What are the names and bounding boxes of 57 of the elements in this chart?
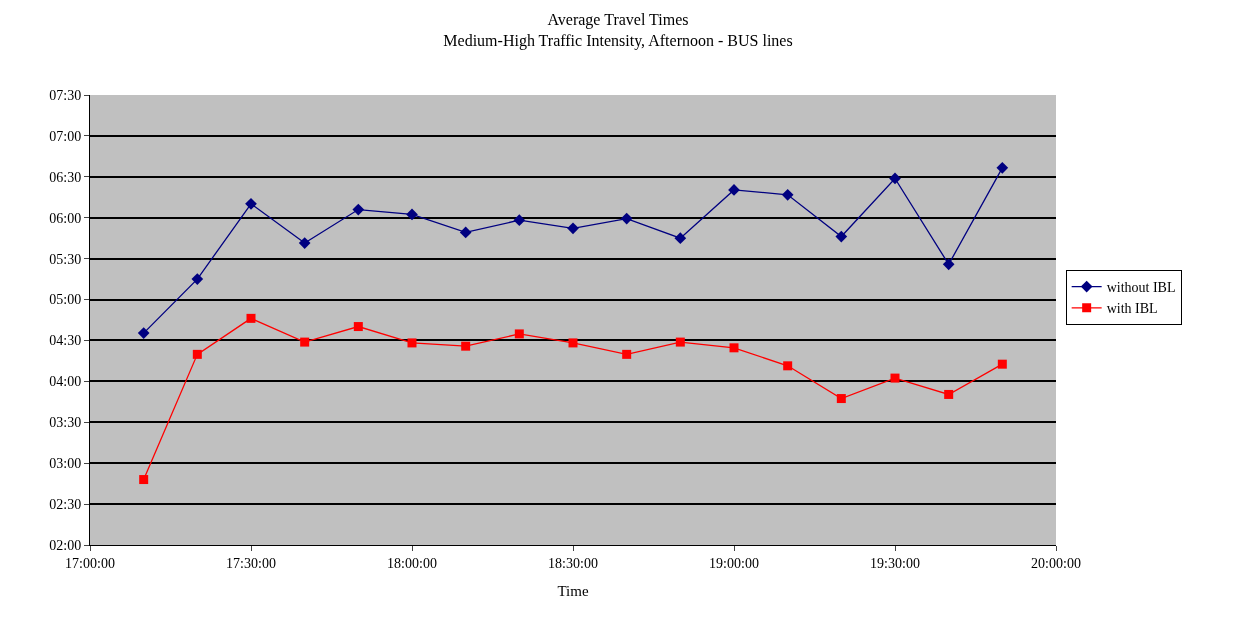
point bbox=[352, 203, 365, 216]
point bbox=[513, 214, 526, 227]
point bbox=[729, 343, 739, 353]
x-tick-label: 19:00:00 bbox=[709, 555, 759, 571]
point bbox=[675, 337, 685, 347]
point bbox=[889, 172, 901, 185]
point bbox=[137, 327, 150, 339]
point bbox=[139, 475, 149, 485]
point bbox=[300, 337, 310, 347]
point bbox=[192, 349, 202, 359]
legend-label: with IBL bbox=[1106, 301, 1158, 317]
x-axis-title: Time bbox=[557, 582, 589, 599]
y-tick-label: 07:00 bbox=[49, 128, 82, 144]
point bbox=[674, 232, 687, 245]
point bbox=[514, 329, 524, 339]
point bbox=[942, 258, 955, 271]
x-tick-label: 17:30:00 bbox=[226, 555, 276, 571]
chart-subtitle: Medium-High Traffic Intensity, Afternoon - BUS lines bbox=[443, 31, 793, 50]
point bbox=[783, 361, 793, 371]
chart-title: Average Travel Times bbox=[547, 11, 689, 29]
point bbox=[835, 230, 848, 243]
y-tick-label: 05:00 bbox=[49, 292, 82, 308]
y-tick-label: 02:30 bbox=[49, 496, 82, 512]
y-tick-label: 05:30 bbox=[49, 251, 82, 267]
y-tick-label: 03:00 bbox=[49, 456, 82, 472]
point bbox=[245, 197, 257, 210]
x-tick-label: 17:00:00 bbox=[65, 555, 115, 571]
x-tick-label: 18:00:00 bbox=[387, 555, 437, 571]
y-tick-label: 06:30 bbox=[49, 169, 82, 185]
point bbox=[620, 212, 633, 225]
x-tick-label: 20:00:00 bbox=[1031, 555, 1081, 571]
x-tick-label: 18:30:00 bbox=[548, 555, 598, 571]
y-tick-label: 06:00 bbox=[49, 210, 82, 226]
point bbox=[191, 273, 204, 285]
point bbox=[406, 208, 418, 221]
point bbox=[996, 161, 1009, 174]
y-tick-label: 02:00 bbox=[49, 537, 82, 553]
point bbox=[461, 341, 471, 351]
point bbox=[890, 373, 900, 383]
legend-label: without IBL bbox=[1106, 280, 1176, 296]
point bbox=[836, 394, 846, 404]
x-tick-label: 19:30:00 bbox=[870, 555, 920, 571]
y-tick-label: 03:30 bbox=[49, 415, 82, 431]
y-tick-label: 04:30 bbox=[49, 333, 82, 349]
point bbox=[622, 349, 632, 359]
point bbox=[781, 188, 794, 201]
point bbox=[459, 226, 472, 239]
point bbox=[567, 222, 579, 235]
point bbox=[944, 389, 954, 399]
point bbox=[568, 338, 578, 348]
point bbox=[997, 359, 1007, 369]
y-tick-label: 07:30 bbox=[49, 87, 82, 103]
point bbox=[407, 338, 417, 348]
y-tick-label: 04:00 bbox=[49, 374, 82, 390]
point bbox=[298, 237, 311, 249]
point bbox=[246, 313, 256, 323]
point bbox=[353, 322, 363, 332]
